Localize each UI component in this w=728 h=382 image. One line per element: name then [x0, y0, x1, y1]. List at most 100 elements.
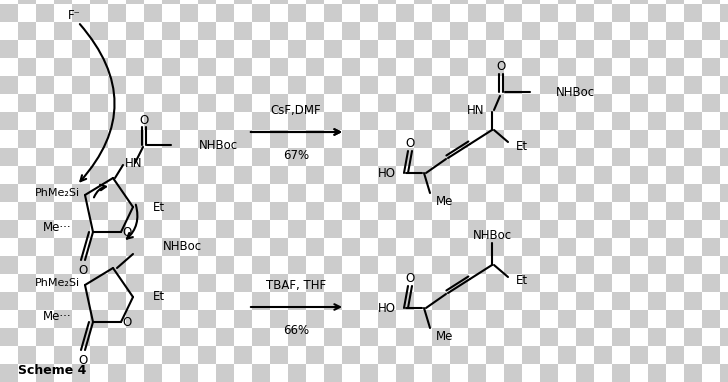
- Bar: [162, 0, 180, 4]
- Bar: [648, 76, 666, 94]
- Bar: [324, 220, 342, 238]
- Bar: [0, 58, 18, 76]
- Bar: [54, 0, 72, 4]
- Bar: [126, 238, 144, 256]
- Bar: [648, 40, 666, 58]
- Bar: [576, 148, 594, 166]
- Bar: [720, 166, 728, 184]
- Bar: [666, 130, 684, 148]
- Bar: [198, 22, 216, 40]
- Bar: [414, 94, 432, 112]
- Bar: [432, 274, 450, 292]
- Bar: [450, 274, 468, 292]
- Bar: [558, 112, 576, 130]
- Bar: [540, 220, 558, 238]
- Bar: [270, 130, 288, 148]
- Bar: [594, 94, 612, 112]
- Bar: [108, 166, 126, 184]
- Bar: [360, 220, 378, 238]
- Bar: [126, 184, 144, 202]
- Bar: [594, 130, 612, 148]
- Bar: [360, 40, 378, 58]
- Bar: [450, 346, 468, 364]
- Text: HN: HN: [467, 104, 484, 117]
- Bar: [144, 76, 162, 94]
- Bar: [36, 166, 54, 184]
- Bar: [378, 292, 396, 310]
- Bar: [234, 76, 252, 94]
- Bar: [72, 4, 90, 22]
- Bar: [0, 202, 18, 220]
- Bar: [180, 328, 198, 346]
- Bar: [648, 166, 666, 184]
- Bar: [684, 130, 702, 148]
- Bar: [504, 364, 522, 382]
- Bar: [162, 274, 180, 292]
- Bar: [378, 328, 396, 346]
- Bar: [648, 148, 666, 166]
- Bar: [306, 94, 324, 112]
- Bar: [54, 220, 72, 238]
- Bar: [18, 184, 36, 202]
- Bar: [54, 94, 72, 112]
- Bar: [90, 112, 108, 130]
- Bar: [558, 346, 576, 364]
- Bar: [612, 328, 630, 346]
- Bar: [288, 256, 306, 274]
- Bar: [216, 256, 234, 274]
- Bar: [702, 40, 720, 58]
- Bar: [306, 202, 324, 220]
- Bar: [0, 328, 18, 346]
- Bar: [108, 220, 126, 238]
- Bar: [90, 184, 108, 202]
- Bar: [108, 94, 126, 112]
- Bar: [558, 184, 576, 202]
- Bar: [450, 112, 468, 130]
- Bar: [486, 184, 504, 202]
- Bar: [270, 184, 288, 202]
- Bar: [360, 130, 378, 148]
- Bar: [720, 292, 728, 310]
- Text: Me: Me: [436, 330, 454, 343]
- Bar: [144, 40, 162, 58]
- Bar: [108, 346, 126, 364]
- Bar: [36, 292, 54, 310]
- Bar: [342, 274, 360, 292]
- Bar: [324, 94, 342, 112]
- Bar: [72, 22, 90, 40]
- Bar: [576, 220, 594, 238]
- Bar: [126, 328, 144, 346]
- Bar: [432, 364, 450, 382]
- Bar: [198, 148, 216, 166]
- Bar: [432, 328, 450, 346]
- Bar: [666, 58, 684, 76]
- Bar: [36, 112, 54, 130]
- Bar: [270, 166, 288, 184]
- Bar: [522, 328, 540, 346]
- Bar: [540, 112, 558, 130]
- Bar: [630, 238, 648, 256]
- Text: O: O: [122, 225, 132, 238]
- Bar: [702, 238, 720, 256]
- Bar: [504, 0, 522, 4]
- Bar: [162, 166, 180, 184]
- Bar: [576, 292, 594, 310]
- Bar: [414, 130, 432, 148]
- Bar: [252, 292, 270, 310]
- Bar: [522, 220, 540, 238]
- Bar: [522, 274, 540, 292]
- Text: Et: Et: [153, 201, 165, 214]
- Bar: [90, 346, 108, 364]
- Bar: [0, 166, 18, 184]
- Bar: [648, 346, 666, 364]
- Bar: [270, 94, 288, 112]
- Bar: [666, 22, 684, 40]
- Bar: [558, 76, 576, 94]
- Bar: [18, 4, 36, 22]
- Bar: [288, 76, 306, 94]
- Bar: [108, 238, 126, 256]
- Bar: [432, 40, 450, 58]
- Bar: [360, 148, 378, 166]
- Bar: [270, 202, 288, 220]
- Bar: [432, 184, 450, 202]
